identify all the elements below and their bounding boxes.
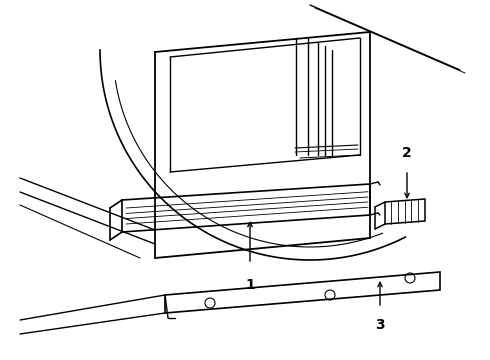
Text: 2: 2: [402, 146, 412, 160]
Text: 3: 3: [375, 318, 385, 332]
Text: 1: 1: [245, 278, 255, 292]
